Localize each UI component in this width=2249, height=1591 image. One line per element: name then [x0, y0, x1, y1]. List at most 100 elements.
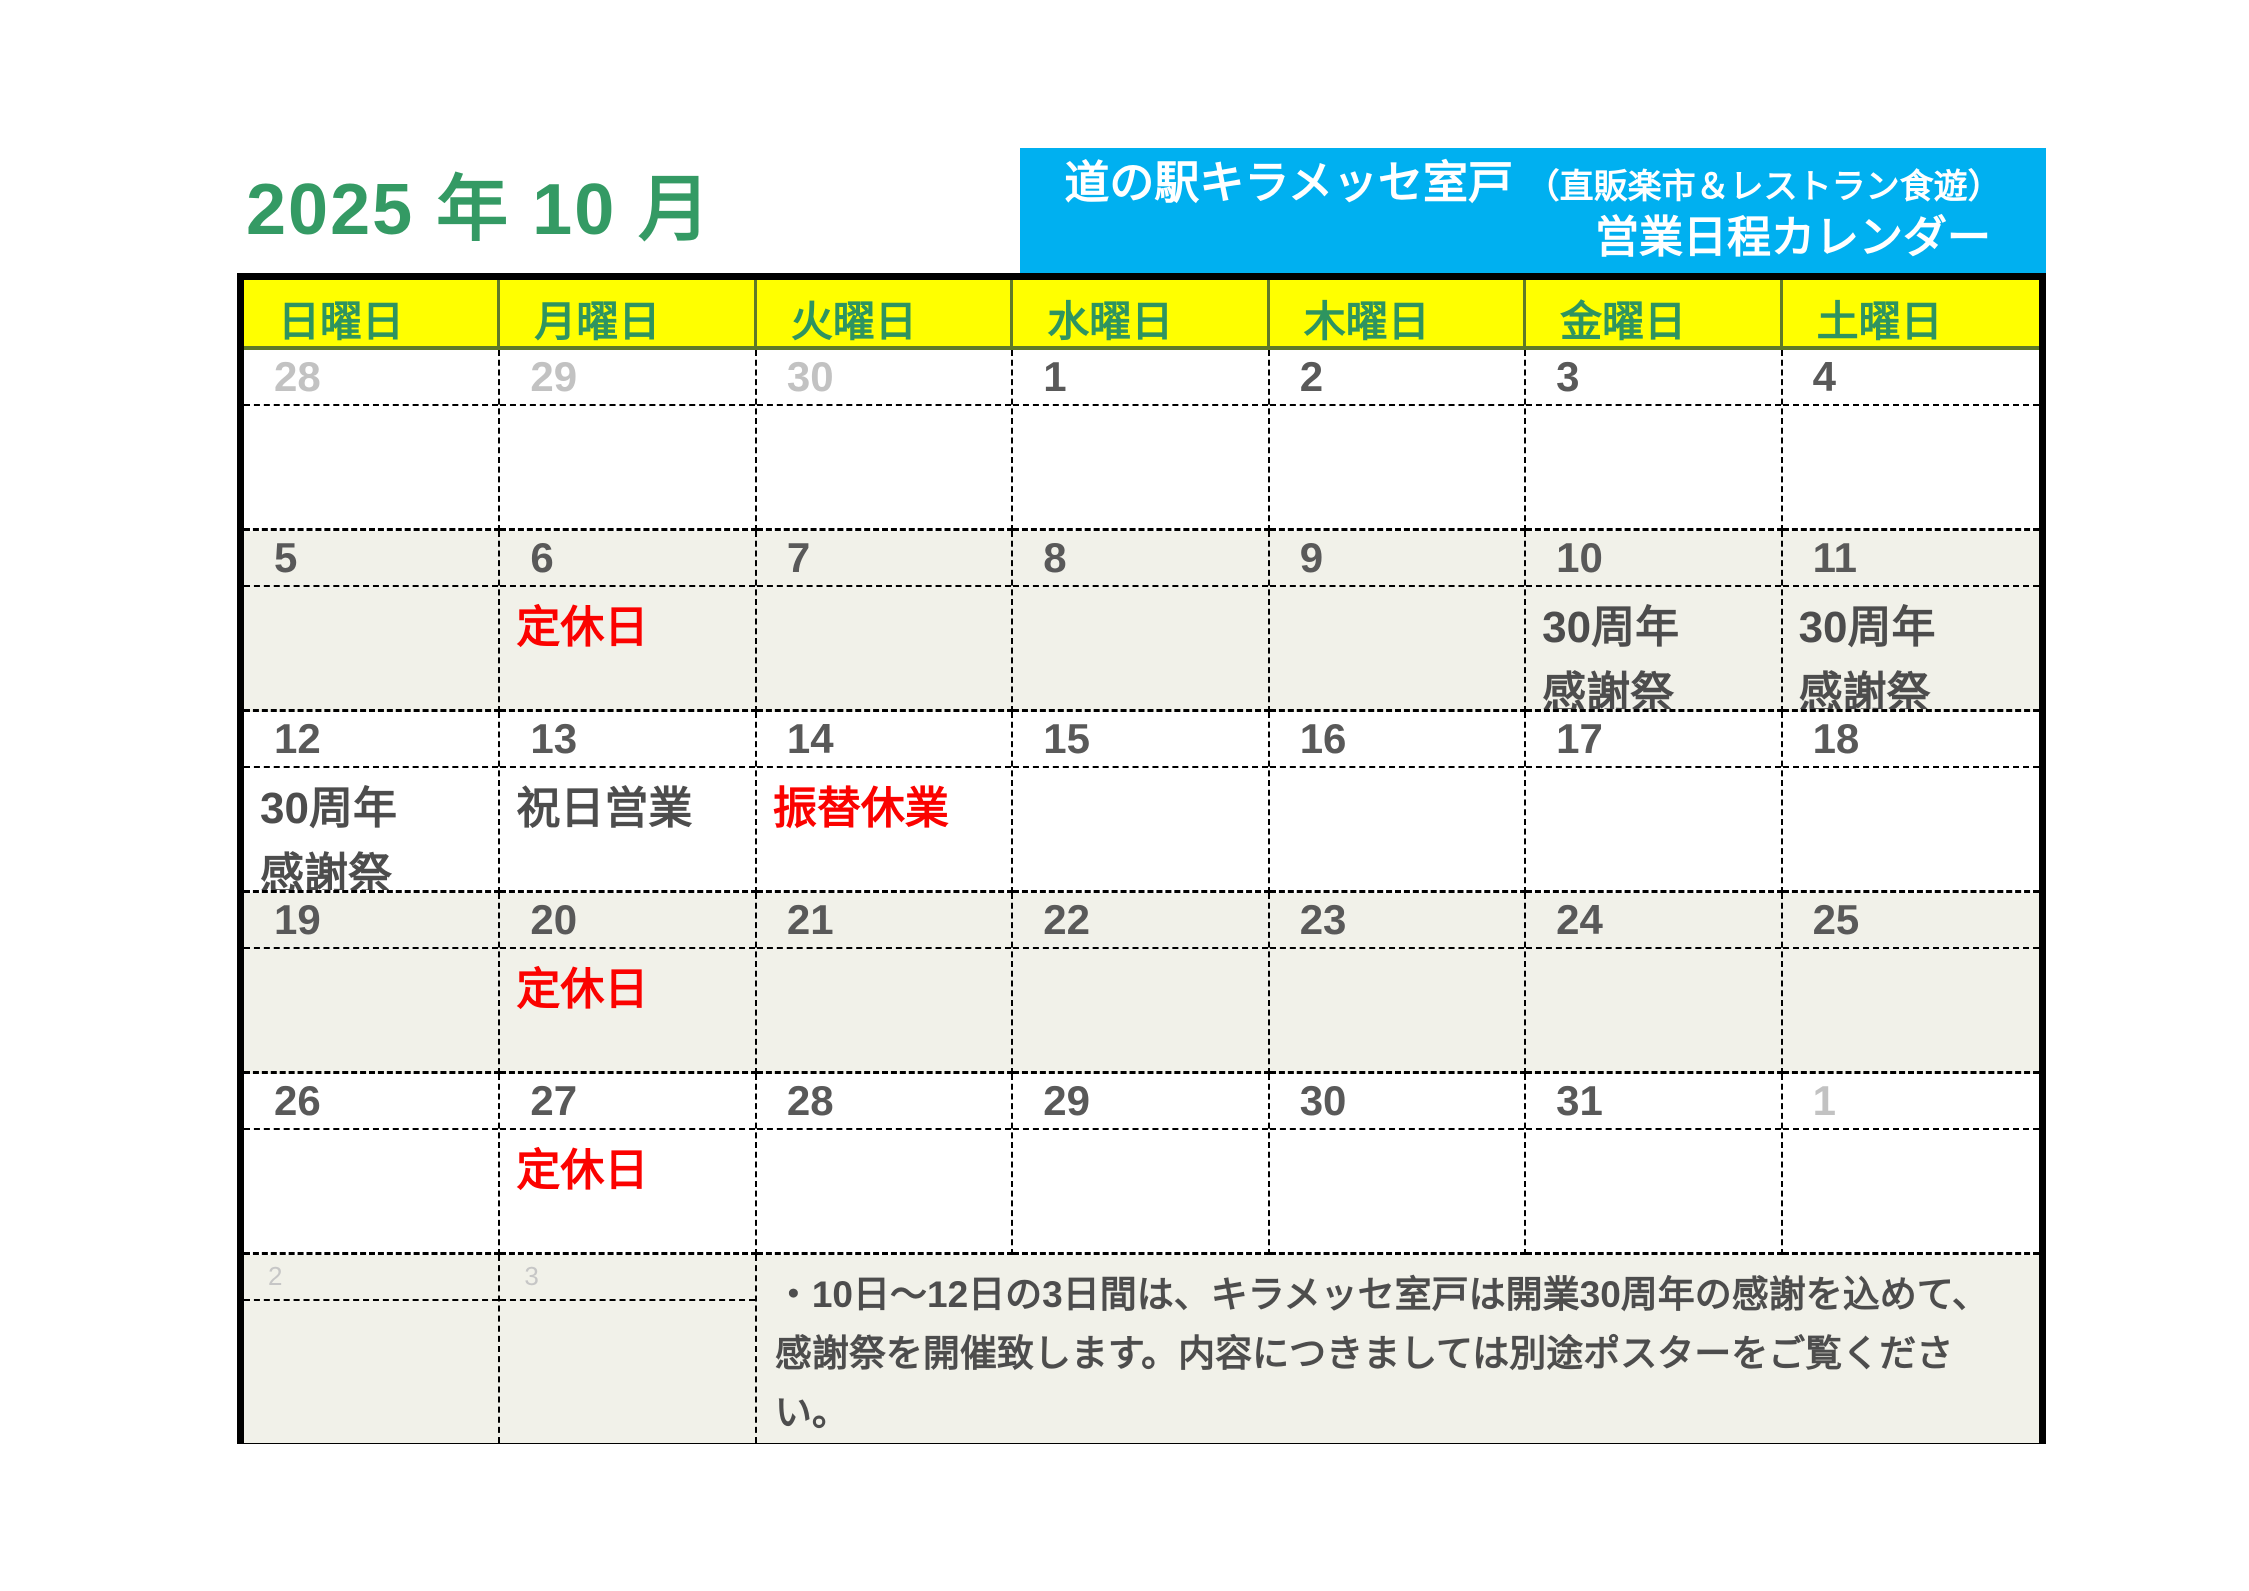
day-number: 16: [1269, 712, 1525, 768]
day-cell: 27 定休日: [500, 1074, 757, 1255]
day-note: [757, 406, 1011, 528]
day-note: [1783, 949, 2039, 1071]
day-number: 29: [1013, 1074, 1268, 1130]
banner-title: 道の駅キラメッセ室戸 （直販楽市＆レストラン食遊）: [1020, 156, 2046, 210]
day-note: [1526, 949, 1780, 1071]
day-number: 7: [756, 531, 1012, 587]
day-number: 23: [1269, 893, 1525, 949]
day-cell: 12 30周年 感謝祭: [244, 712, 501, 893]
day-note-event: 30周年 感謝祭: [260, 784, 397, 890]
day-number: 2: [1269, 350, 1525, 406]
banner: 道の駅キラメッセ室戸 （直販楽市＆レストラン食遊） 営業日程カレンダー: [1020, 148, 2046, 273]
month-title: 2025 年 10 月: [246, 170, 713, 250]
day-number: 4: [1782, 350, 2039, 406]
day-number: 12: [244, 712, 499, 768]
day-note-event: 30周年 感謝祭: [1798, 603, 1936, 709]
day-number: 17: [1526, 712, 1781, 768]
day-cell: 5: [244, 531, 501, 712]
day-cell: 26: [244, 1074, 501, 1255]
day-number: 14: [756, 712, 1012, 768]
day-note: [757, 949, 1011, 1071]
day-number: 26: [244, 1074, 499, 1130]
weekday-header-sunday: 日曜日: [244, 280, 501, 350]
day-number: 20: [500, 893, 755, 949]
day-note: [1783, 768, 2039, 890]
day-note-event: 30周年 感謝祭: [1542, 603, 1680, 709]
day-note: [1783, 1130, 2039, 1252]
day-cell: 19: [244, 893, 501, 1074]
day-cell: 7: [756, 531, 1014, 712]
day-cell: 14 振替休業: [756, 712, 1014, 893]
day-number: 19: [244, 893, 499, 949]
day-note: [244, 1130, 498, 1252]
day-number: 29: [500, 350, 755, 406]
weekday-header-friday: 金曜日: [1526, 280, 1783, 350]
weekday-header-saturday: 土曜日: [1782, 280, 2039, 350]
day-cell: 20 定休日: [500, 893, 757, 1074]
day-cell: 8: [1013, 531, 1270, 712]
day-number: 18: [1782, 712, 2039, 768]
day-cell: 30: [756, 350, 1014, 531]
day-note: [1526, 768, 1780, 890]
day-note: [1013, 406, 1267, 528]
day-cell: 4: [1782, 350, 2039, 531]
day-number: 31: [1526, 1074, 1781, 1130]
day-number: 27: [500, 1074, 755, 1130]
day-note: [1526, 406, 1780, 528]
day-note-closed: 定休日: [516, 1146, 649, 1195]
day-cell: 2: [1269, 350, 1527, 531]
day-cell: 17: [1526, 712, 1783, 893]
day-number: 28: [756, 1074, 1012, 1130]
day-number: 9: [1269, 531, 1525, 587]
day-number: 3: [500, 1255, 755, 1301]
day-note: [1526, 1130, 1780, 1252]
day-number: 21: [756, 893, 1012, 949]
day-cell: 11 30周年 感謝祭: [1782, 531, 2039, 712]
day-note: [1013, 587, 1267, 709]
day-cell: 31: [1526, 1074, 1783, 1255]
day-number: 2: [244, 1255, 499, 1301]
day-cell: 3: [1526, 350, 1783, 531]
day-cell: 16: [1269, 712, 1527, 893]
day-number: 1: [1782, 1074, 2039, 1130]
day-number: 30: [1269, 1074, 1525, 1130]
footer-note: ・10日～12日の3日間は、キラメッセ室戸は開業30周年の感謝を込めて、感謝祭を…: [756, 1255, 2039, 1443]
day-cell: 30: [1269, 1074, 1527, 1255]
day-cell: 15: [1013, 712, 1270, 893]
day-number: 22: [1013, 893, 1268, 949]
weekday-header-wednesday: 水曜日: [1013, 280, 1270, 350]
day-cell: 25: [1782, 893, 2039, 1074]
day-note: [500, 406, 754, 528]
day-note: [757, 1130, 1011, 1252]
day-cell: 9: [1269, 531, 1527, 712]
day-cell: 28: [756, 1074, 1014, 1255]
day-cell: 21: [756, 893, 1014, 1074]
day-note: [757, 587, 1011, 709]
day-cell: 1: [1782, 1074, 2039, 1255]
day-cell: 23: [1269, 893, 1527, 1074]
day-cell: 2: [244, 1255, 501, 1443]
weekday-header-thursday: 木曜日: [1269, 280, 1527, 350]
day-number: 24: [1526, 893, 1781, 949]
day-note: [1270, 587, 1524, 709]
day-note-event: 祝日営業: [516, 784, 693, 833]
day-cell: 29: [1013, 1074, 1270, 1255]
weekday-header-monday: 月曜日: [500, 280, 757, 350]
day-note: [1013, 1130, 1267, 1252]
day-note: [244, 949, 498, 1071]
day-number: 11: [1782, 531, 2039, 587]
day-cell: 10 30周年 感謝祭: [1526, 531, 1783, 712]
day-number: 15: [1013, 712, 1268, 768]
day-number: 25: [1782, 893, 2039, 949]
day-cell: 24: [1526, 893, 1783, 1074]
day-note: [1270, 1130, 1524, 1252]
day-cell: 13 祝日営業: [500, 712, 757, 893]
day-note: [1013, 768, 1267, 890]
day-cell: 1: [1013, 350, 1270, 531]
day-note-closed: 定休日: [516, 965, 649, 1014]
day-note: [1783, 406, 2039, 528]
weekday-header-tuesday: 火曜日: [756, 280, 1014, 350]
day-note: [1270, 406, 1524, 528]
day-note-closed: 振替休業: [772, 784, 949, 833]
day-note-closed: 定休日: [516, 603, 649, 652]
